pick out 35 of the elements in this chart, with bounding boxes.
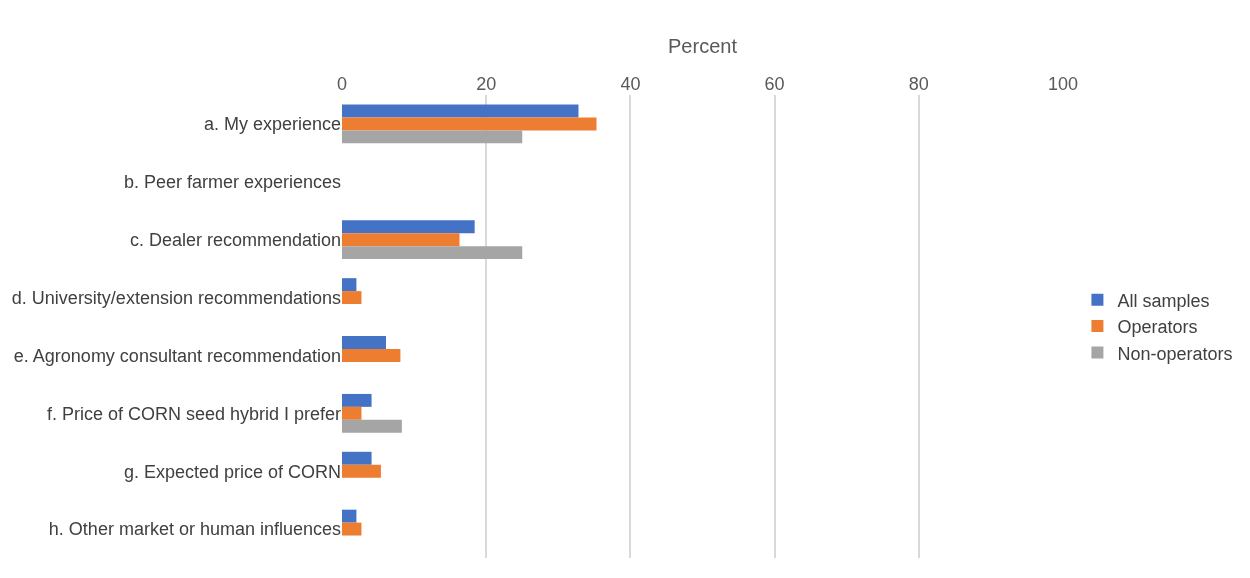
x-tick-label: 0 xyxy=(336,74,348,95)
bar xyxy=(342,278,357,292)
bar xyxy=(342,291,362,305)
bar xyxy=(342,130,523,144)
y-tick-label: h. Other market or human influences xyxy=(48,519,341,540)
bar xyxy=(342,233,460,247)
bar xyxy=(342,104,579,118)
bar xyxy=(342,419,402,433)
x-tick-label: 80 xyxy=(908,74,929,95)
y-tick-label: f. Price of CORN seed hybrid I prefer xyxy=(46,403,341,424)
y-tick-label: d. University/extension recommendations xyxy=(11,287,341,308)
bar xyxy=(342,451,372,465)
bar xyxy=(342,220,475,234)
bar xyxy=(342,509,357,523)
legend-label: All samples xyxy=(1117,290,1210,311)
bar xyxy=(342,522,362,536)
x-tick-label: 60 xyxy=(764,74,785,95)
x-axis-title: Percent xyxy=(668,34,738,57)
x-tick-label: 20 xyxy=(476,74,497,95)
legend-label: Operators xyxy=(1117,317,1198,338)
bar xyxy=(342,348,401,362)
bar xyxy=(342,393,372,407)
bar xyxy=(342,406,362,420)
x-tick-label: 40 xyxy=(620,74,641,95)
bar xyxy=(342,464,381,478)
y-tick-label: g. Expected price of CORN xyxy=(123,461,341,482)
bar xyxy=(342,117,597,131)
bar xyxy=(342,246,523,260)
y-tick-label: b. Peer farmer experiences xyxy=(123,172,341,193)
y-tick-label: c. Dealer recommendation xyxy=(129,229,341,250)
y-tick-label: e. Agronomy consultant recommendation xyxy=(13,345,341,366)
y-tick-label: a. My experience xyxy=(203,114,341,135)
x-tick-label: 100 xyxy=(1047,74,1079,95)
legend-label: Non-operators xyxy=(1117,343,1233,364)
bar xyxy=(342,336,386,349)
